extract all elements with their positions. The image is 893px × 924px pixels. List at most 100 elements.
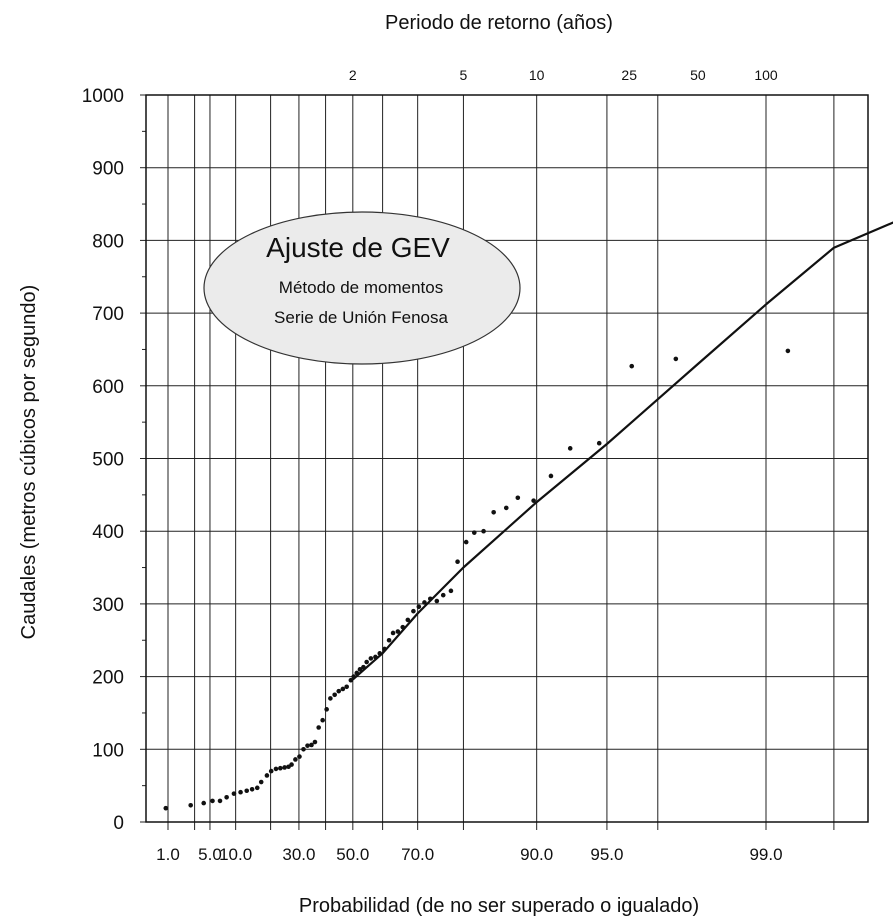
- return-period-labels: 251025501005001000: [349, 67, 778, 83]
- data-point: [305, 743, 310, 748]
- data-point: [354, 670, 360, 676]
- x-tick-label: 70.0: [401, 845, 434, 864]
- y-tick-label: 900: [92, 159, 124, 180]
- data-point: [503, 505, 509, 511]
- annotation-ellipse: [203, 211, 521, 365]
- data-point: [254, 785, 260, 791]
- data-point: [188, 802, 193, 808]
- data-point: [244, 788, 250, 794]
- data-point: [548, 473, 554, 479]
- data-point: [382, 646, 387, 652]
- data-point: [357, 667, 363, 672]
- x-tick-label: 30.0: [282, 845, 315, 864]
- y-tick-label: 0: [113, 813, 124, 834]
- return-period-label: 25: [621, 67, 637, 83]
- data-point: [340, 686, 346, 692]
- y-tick-label: 100: [92, 740, 124, 761]
- data-point: [491, 509, 496, 515]
- data-point: [596, 440, 602, 446]
- data-point: [567, 446, 573, 451]
- data-point: [422, 600, 427, 605]
- return-period-label: 50: [690, 67, 706, 83]
- y-tick-label: 500: [92, 450, 124, 471]
- y-tick-label: 1000: [82, 86, 124, 107]
- data-point: [455, 559, 460, 565]
- return-period-label: 100: [754, 67, 778, 83]
- data-point: [301, 747, 306, 752]
- data-point: [373, 654, 378, 660]
- data-point: [273, 766, 279, 772]
- data-point: [210, 798, 215, 804]
- data-point: [386, 637, 392, 643]
- data-point: [324, 707, 329, 712]
- data-point: [328, 696, 333, 701]
- return-period-label: 10: [529, 67, 545, 83]
- data-point: [336, 688, 342, 694]
- data-point: [428, 596, 433, 602]
- data-point: [297, 754, 302, 759]
- gev-fit-curve: [352, 221, 893, 681]
- x-tick-label: 90.0: [520, 845, 553, 864]
- data-point: [481, 528, 486, 534]
- data-point: [405, 617, 411, 623]
- top-axis-title: Periodo de retorno (años): [385, 12, 613, 34]
- data-point: [416, 604, 422, 610]
- y-tick-label: 200: [92, 668, 124, 689]
- x-tick-label: 99.0: [749, 845, 782, 864]
- data-point: [278, 765, 283, 771]
- data-point: [201, 800, 207, 806]
- plot-border: [145, 94, 869, 823]
- data-point: [448, 588, 454, 594]
- return-period-label: 5: [460, 67, 468, 83]
- annotation-line-1: Método de momentos: [279, 278, 443, 297]
- grid-lines: [140, 94, 868, 830]
- x-tick-label: 10.0: [219, 845, 252, 864]
- data-point: [395, 629, 401, 634]
- data-point: [282, 765, 287, 770]
- data-point: [351, 674, 356, 679]
- x-tick-labels: 1.05.010.030.050.070.090.095.099.099.9: [156, 845, 782, 864]
- data-point: [390, 630, 396, 636]
- data-point: [293, 757, 298, 762]
- data-point: [629, 363, 635, 369]
- data-point: [258, 779, 264, 785]
- data-point: [348, 677, 354, 683]
- annotation-box: Ajuste de GEV Método de momentos Serie d…: [203, 211, 521, 365]
- data-point: [238, 789, 243, 795]
- data-point: [289, 762, 294, 767]
- data-point: [249, 786, 255, 792]
- data-point: [312, 739, 318, 745]
- data-point: [673, 356, 679, 362]
- fit-curve-layer: [352, 221, 893, 681]
- data-point: [361, 664, 366, 670]
- y-tick-label: 300: [92, 595, 124, 616]
- y-tick-labels: 0 100 200 300 400 500 600 700 800 900 1000: [82, 86, 124, 834]
- data-point: [785, 348, 791, 354]
- data-point: [434, 598, 440, 604]
- y-tick-label: 600: [92, 377, 124, 398]
- y-tick-label: 400: [92, 522, 124, 543]
- data-point: [163, 805, 169, 811]
- data-point: [316, 725, 321, 730]
- data-point: [224, 794, 229, 800]
- data-point: [515, 495, 521, 501]
- data-point: [217, 798, 223, 804]
- data-point: [531, 498, 536, 503]
- data-point: [411, 608, 416, 614]
- data-point: [400, 624, 406, 630]
- data-point: [264, 773, 270, 778]
- x-tick-label: 1.0: [156, 845, 180, 864]
- annotation-line-2: Serie de Unión Fenosa: [274, 308, 448, 327]
- y-axis-title: Caudales (metros cúbicos por segundo): [18, 285, 40, 640]
- observed-points-layer: [163, 348, 791, 811]
- data-point: [332, 692, 337, 698]
- data-point: [320, 717, 325, 723]
- data-point: [440, 592, 446, 598]
- return-period-label: 2: [349, 67, 357, 83]
- data-point: [344, 684, 349, 690]
- data-point: [268, 768, 274, 774]
- data-point: [368, 656, 374, 661]
- annotation-title: Ajuste de GEV: [266, 232, 450, 263]
- y-tick-label: 700: [92, 304, 124, 325]
